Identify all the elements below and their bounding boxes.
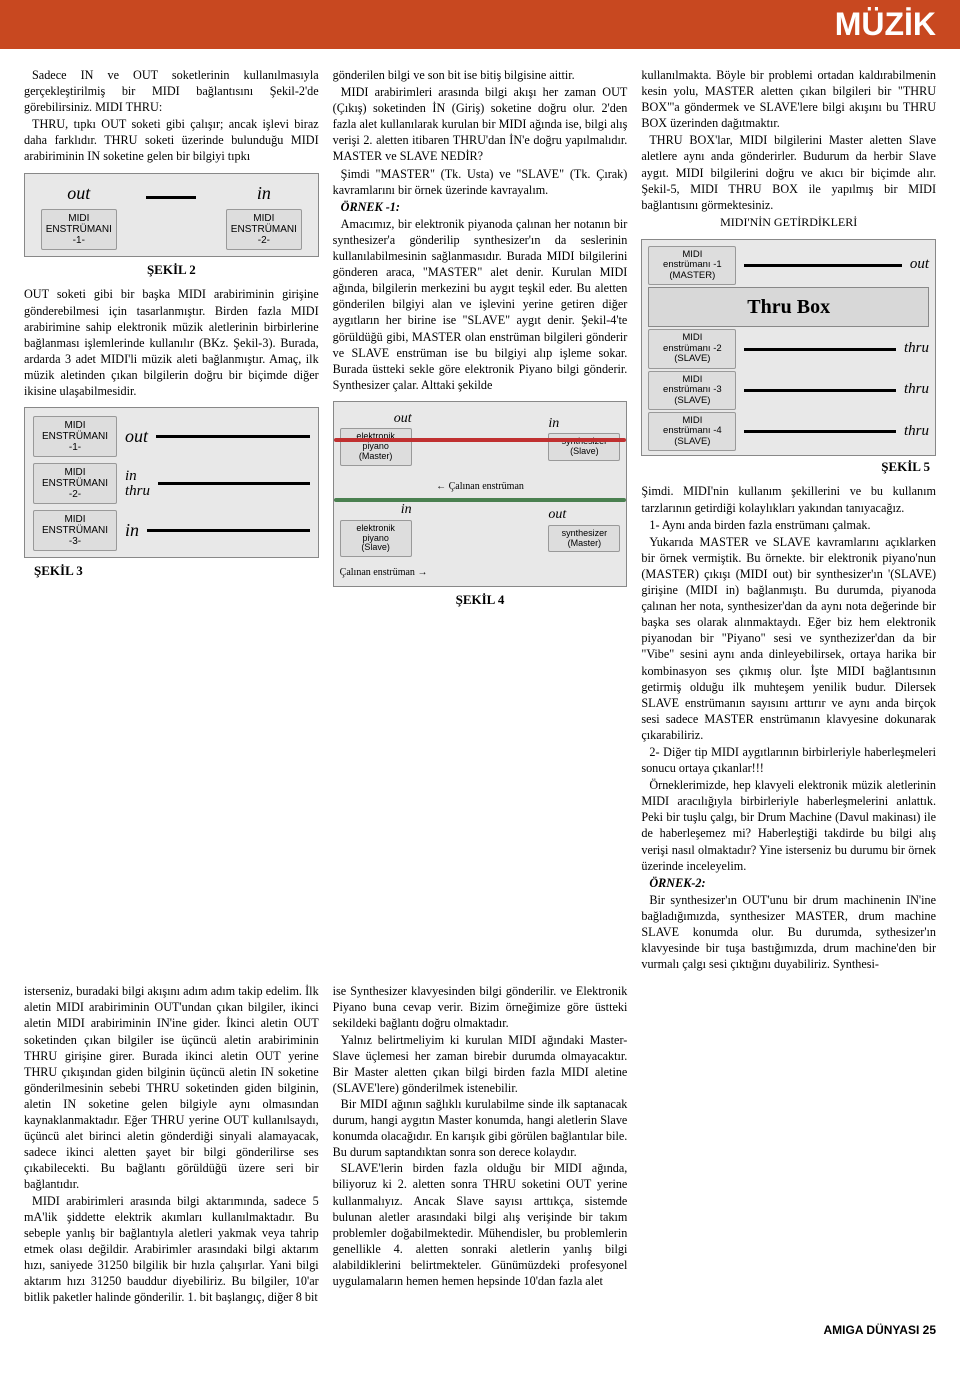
fig5-box3: MIDI enstrümanı -3 (SLAVE) <box>648 371 736 410</box>
b2-p1: ise Synthesizer klavyesinden bilgi gönde… <box>333 983 628 1031</box>
fig5-thru1: thru <box>904 339 929 359</box>
fig4-greenline <box>334 498 627 502</box>
fig4-out1: out <box>394 410 412 428</box>
c3-p4: 1- Aynı anda birden fazla enstrümanı çal… <box>641 517 936 533</box>
fig5-row4: MIDI enstrümanı -4 (SLAVE) thru <box>648 412 929 451</box>
column-2: gönderilen bilgi ve son bit ise bitiş bi… <box>333 67 628 973</box>
fig3-in2: in <box>125 469 150 484</box>
c1-p2: THRU, tıpkı OUT soketi gibi çalışır; anc… <box>24 116 319 164</box>
c2-ornek1: ÖRNEK -1: <box>333 199 628 215</box>
fig5-row3: MIDI enstrümanı -3 (SLAVE) thru <box>648 371 929 410</box>
b1-p2: MIDI arabirimleri arasında bilgi aktarım… <box>24 1193 319 1306</box>
fig4-bl: elektronik piyano (Slave) <box>340 520 412 558</box>
c2-p1: gönderilen bilgi ve son bit ise bitiş bi… <box>333 67 628 83</box>
main-columns: Sadece IN ve OUT soketlerinin kullanılma… <box>0 49 960 983</box>
fig3-row3: MIDI ENSTRÜMANI -3- in <box>33 510 310 551</box>
figure-4: out elektronik piyano (Master) in synthe… <box>333 401 628 608</box>
b1-p1: isterseniz, buradaki bilgi akışını adım … <box>24 983 319 1192</box>
b2-p3: Bir MIDI ağının sağlıklı kurulabilme sin… <box>333 1096 628 1160</box>
fig4-calinan1: ← Çalınan enstrüman <box>340 480 621 493</box>
footer: AMIGA DÜNYASI 25 <box>0 1323 960 1349</box>
fig2-caption: ŞEKİL 2 <box>24 261 319 278</box>
c1-p1: Sadece IN ve OUT soketlerinin kullanılma… <box>24 67 319 115</box>
fig2-left: out MIDI ENSTRÜMANI -1- <box>41 182 117 251</box>
fig3-ports2: in thru <box>125 469 150 499</box>
c3-ornek2: ÖRNEK-2: <box>641 875 936 891</box>
fig3-wire1 <box>156 435 310 438</box>
b2-p2: Yalnız belirtmeliyim ki kurulan MIDI ağı… <box>333 1032 628 1096</box>
fig5-img: MIDI enstrümanı -1 (MASTER) out Thru Box… <box>641 239 936 457</box>
fig3-box3: MIDI ENSTRÜMANI -3- <box>33 510 117 551</box>
fig4-caption: ŞEKİL 4 <box>333 591 628 608</box>
figure-2: out MIDI ENSTRÜMANI -1- in MIDI ENSTRÜMA… <box>24 173 319 279</box>
fig3-box1: MIDI ENSTRÜMANI -1- <box>33 416 117 457</box>
b2-p4: SLAVE'lerin birden fazla olduğu bir MIDI… <box>333 1160 628 1289</box>
fig5-thru3: thru <box>904 422 929 442</box>
fig5-wire4 <box>744 430 896 433</box>
bottom-columns: isterseniz, buradaki bilgi akışını adım … <box>0 983 960 1323</box>
fig4-in2: in <box>401 501 412 519</box>
c2-p3: Şimdi "MASTER" (Tk. Usta) ve "SLAVE" (Tk… <box>333 166 628 198</box>
footer-text: AMIGA DÜNYASI 25 <box>824 1323 936 1337</box>
fig4-img: out elektronik piyano (Master) in synthe… <box>333 401 628 587</box>
c3-p3: Şimdi. MIDI'nin kullanım şekillerini ve … <box>641 483 936 515</box>
fig5-row1: MIDI enstrümanı -1 (MASTER) out <box>648 246 929 285</box>
fig3-box2: MIDI ENSTRÜMANI -2- <box>33 463 117 504</box>
c3-p8: Bir synthesizer'ın OUT'unu bir drum mach… <box>641 892 936 972</box>
fig5-box1: MIDI enstrümanı -1 (MASTER) <box>648 246 736 285</box>
fig2-wire <box>146 196 196 199</box>
fig3-thru2: thru <box>125 484 150 499</box>
figure-3: MIDI ENSTRÜMANI -1- out MIDI ENSTRÜMANI … <box>24 407 319 579</box>
fig3-wire3 <box>147 529 310 532</box>
fig3-row1: MIDI ENSTRÜMANI -1- out <box>33 416 310 457</box>
c3-p1: kullanılmakta. Böyle bir problemi ortada… <box>641 67 936 131</box>
fig3-in3: in <box>125 519 139 543</box>
bottom-col-3-spacer <box>641 983 936 1305</box>
c3-p7: Örneklerimizde, hep klavyeli elektronik … <box>641 777 936 874</box>
fig4-tl: elektronik piyano (Master) <box>340 428 412 466</box>
fig5-box4: MIDI enstrümanı -4 (SLAVE) <box>648 412 736 451</box>
c3-p2: THRU BOX'lar, MIDI bilgilerini Master al… <box>641 132 936 212</box>
figure-5: MIDI enstrümanı -1 (MASTER) out Thru Box… <box>641 239 936 476</box>
fig5-thrubox: Thru Box <box>648 287 929 327</box>
column-1: Sadece IN ve OUT soketlerinin kullanılma… <box>24 67 319 973</box>
c2-p4: Amacımız, bir elektronik piyanoda çalına… <box>333 216 628 393</box>
fig3-wire2 <box>158 482 310 485</box>
fig5-wire2 <box>744 348 896 351</box>
fig2-out-label: out <box>67 182 90 206</box>
fig2-img: out MIDI ENSTRÜMANI -1- in MIDI ENSTRÜMA… <box>24 173 319 258</box>
fig3-img: MIDI ENSTRÜMANI -1- out MIDI ENSTRÜMANI … <box>24 407 319 558</box>
fig5-out: out <box>910 255 929 275</box>
bottom-col-1: isterseniz, buradaki bilgi akışını adım … <box>24 983 319 1305</box>
c3-p6: 2- Diğer tip MIDI aygıtlarının birbirler… <box>641 744 936 776</box>
fig5-thru2: thru <box>904 380 929 400</box>
fig5-caption: ŞEKİL 5 <box>641 458 930 475</box>
c3-p5: Yukarıda MASTER ve SLAVE kavramlarını aç… <box>641 534 936 743</box>
c1-p3: OUT soketi gibi bir başka MIDI arabirimi… <box>24 286 319 399</box>
fig3-out1: out <box>125 425 148 449</box>
fig3-caption: ŞEKİL 3 <box>34 562 319 579</box>
fig4-row2: in elektronik piyano (Slave) out synthes… <box>340 501 621 557</box>
fig5-wire1 <box>744 264 902 267</box>
fig4-in1: in <box>548 415 559 433</box>
fig2-in-label: in <box>257 182 271 206</box>
fig3-row2: MIDI ENSTRÜMANI -2- in thru <box>33 463 310 504</box>
c3-section: MIDI'NİN GETİRDİKLERİ <box>641 215 936 231</box>
column-3: kullanılmakta. Böyle bir problemi ortada… <box>641 67 936 973</box>
fig5-row2: MIDI enstrümanı -2 (SLAVE) thru <box>648 329 929 368</box>
header-bar: MÜZİK <box>0 0 960 49</box>
header-title: MÜZİK <box>835 6 936 42</box>
fig4-out2: out <box>548 506 566 524</box>
c2-p2: MIDI arabirimleri arasında bilgi akışı h… <box>333 84 628 164</box>
bottom-col-2: ise Synthesizer klavyesinden bilgi gönde… <box>333 983 628 1305</box>
fig5-box2: MIDI enstrümanı -2 (SLAVE) <box>648 329 736 368</box>
fig5-wire3 <box>744 389 896 392</box>
fig2-box2: MIDI ENSTRÜMANI -2- <box>226 209 302 250</box>
fig4-calinan2: Çalınan enstrüman → <box>340 566 621 579</box>
fig4-redline <box>334 438 627 442</box>
fig2-box1: MIDI ENSTRÜMANI -1- <box>41 209 117 250</box>
fig2-right: in MIDI ENSTRÜMANI -2- <box>226 182 302 251</box>
fig4-br: synthesizer (Master) <box>548 525 620 553</box>
